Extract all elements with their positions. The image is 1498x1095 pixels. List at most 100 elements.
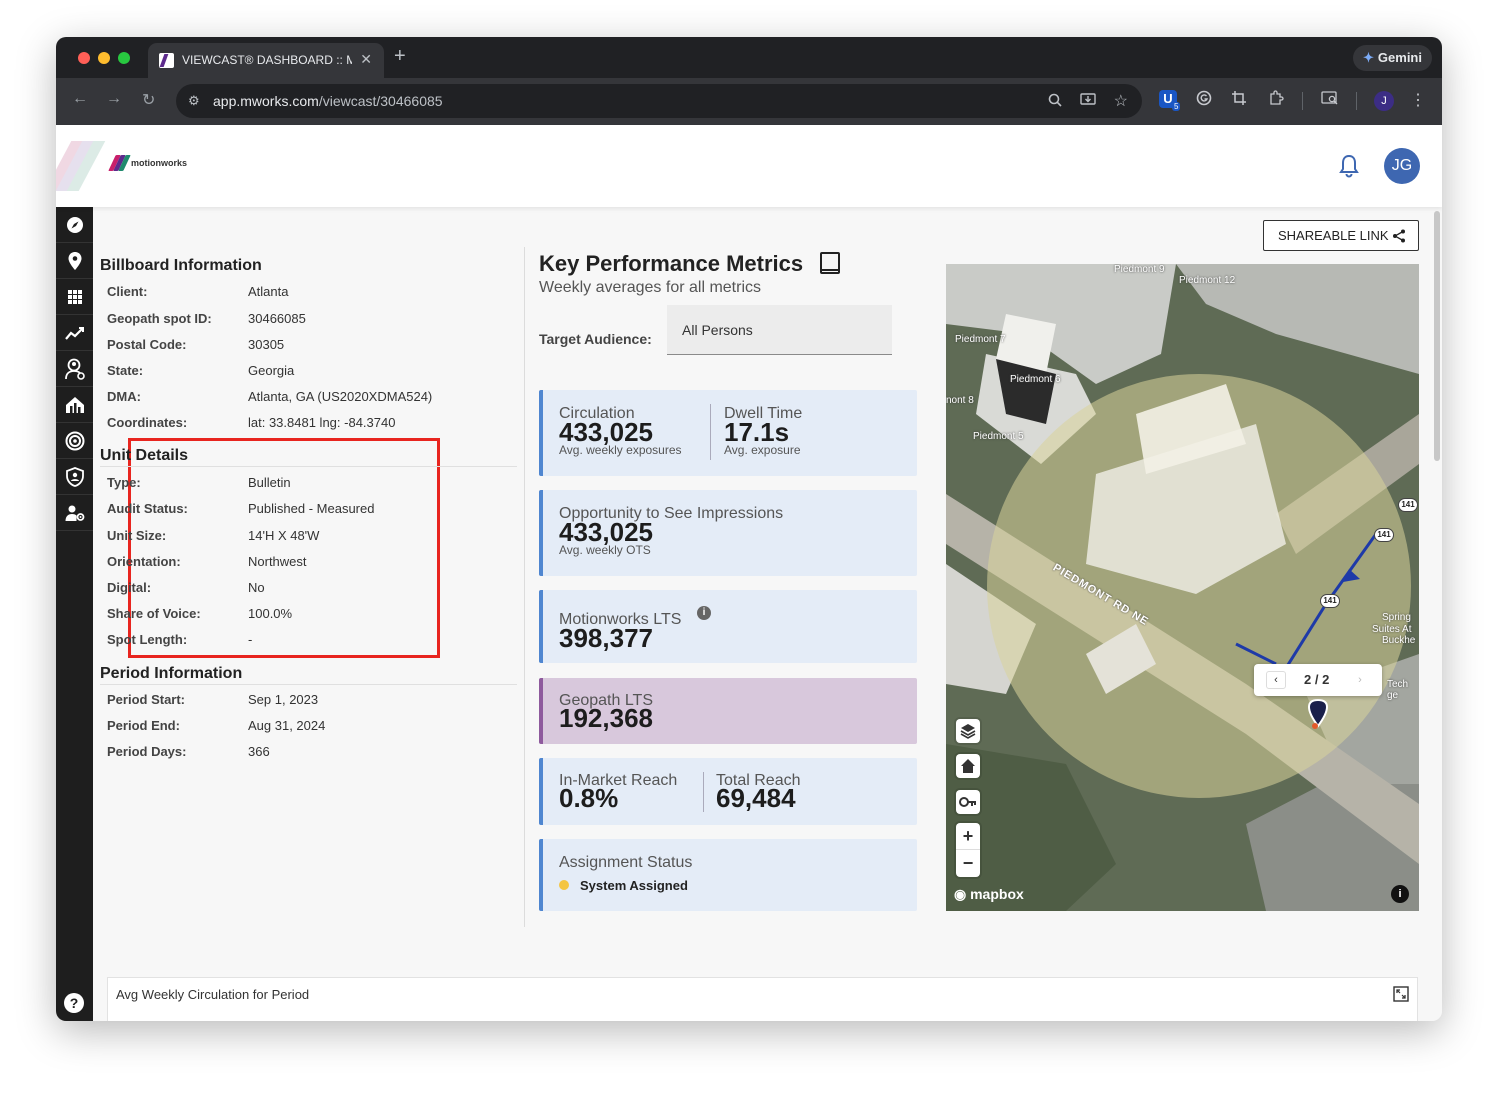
map-place-label: nont 8	[946, 395, 974, 406]
route-shield: 141	[1374, 528, 1394, 542]
bookmark-star-icon[interactable]: ☆	[1113, 93, 1128, 110]
section-divider	[100, 466, 517, 467]
sidebar-item-trends[interactable]	[56, 315, 93, 351]
weekly-circulation-chart: Avg Weekly Circulation for Period 450k	[107, 977, 1418, 1021]
layers-button[interactable]	[956, 719, 980, 743]
billboard-info-title: Billboard Information	[100, 257, 262, 274]
layers-icon	[960, 724, 976, 739]
geopath-lts-card: Geopath LTS 192,368	[539, 678, 917, 744]
map-place-label: Piedmont 5	[973, 431, 1024, 442]
map-place-label: Piedmont 12	[1179, 275, 1236, 286]
highlight-box	[128, 438, 440, 658]
location-pin-icon	[68, 251, 81, 270]
sidebar-item-security[interactable]	[56, 459, 93, 495]
target-audience-select[interactable]: All Persons	[667, 305, 892, 355]
minimize-window-button[interactable]	[98, 52, 110, 64]
gemini-button[interactable]: ✦ Gemini	[1353, 45, 1432, 71]
route-shield: 141	[1398, 498, 1418, 512]
compass-icon	[66, 216, 83, 233]
pager-next-button[interactable]: ›	[1358, 674, 1362, 686]
motionworks-logo-icon	[108, 154, 131, 172]
map-key-button[interactable]	[956, 790, 980, 814]
route-shield: 141	[1320, 594, 1340, 608]
ots-card: Opportunity to See Impressions 433,025 A…	[539, 490, 917, 576]
back-icon[interactable]: ←	[72, 90, 88, 107]
sidebar-item-home-analytics[interactable]	[56, 387, 93, 423]
zoom-in-button[interactable]: +	[956, 823, 980, 850]
map-home-button[interactable]	[956, 754, 980, 778]
browser-profile-avatar[interactable]: J	[1374, 91, 1394, 111]
motionworks-lts-card: Motionworks LTS i 398,377	[539, 590, 917, 663]
sidebar-item-location[interactable]	[56, 243, 93, 279]
tab-search-icon[interactable]	[1321, 90, 1339, 108]
grid-icon	[67, 289, 82, 304]
screenshot-icon[interactable]	[1230, 90, 1248, 108]
address-bar[interactable]: ⚙ app.mworks.com/viewcast/30466085 ☆	[176, 84, 1142, 118]
sidebar-nav: ?	[56, 207, 93, 1021]
menu-kebab-icon[interactable]: ⋮	[1410, 92, 1426, 109]
kpm-subtitle: Weekly averages for all metrics	[539, 279, 761, 296]
book-icon	[820, 252, 840, 274]
extensions-puzzle-icon[interactable]	[1267, 90, 1285, 108]
map-place-label: Piedmont 6	[1010, 374, 1061, 385]
map-place-label: Tech	[1387, 679, 1409, 690]
satellite-map[interactable]: Piedmont 9 Piedmont 12 Piedmont 7 Piedmo…	[946, 264, 1419, 911]
sidebar-item-explore[interactable]	[56, 207, 93, 243]
grammarly-icon[interactable]	[1195, 90, 1213, 108]
pager-text: 2 / 2	[1304, 672, 1330, 687]
sidebar-item-grid[interactable]	[56, 279, 93, 315]
close-window-button[interactable]	[78, 52, 90, 64]
target-audience-label: Target Audience:	[539, 331, 652, 347]
url-text: app.mworks.com/viewcast/30466085	[213, 93, 443, 109]
forward-icon[interactable]: →	[106, 90, 122, 107]
page-scrollbar[interactable]	[1434, 211, 1440, 461]
reach-card: In-Market Reach 0.8% Total Reach 69,484	[539, 758, 917, 825]
chart-plot	[108, 978, 1419, 1021]
home-chart-icon	[65, 396, 84, 413]
map-place-label: ge	[1387, 690, 1399, 701]
info-icon[interactable]: i	[697, 606, 711, 620]
app-header: motionworks JG	[56, 125, 1442, 207]
map-popup-pager: ‹ 2 / 2 ›	[1254, 664, 1382, 696]
key-icon	[959, 797, 976, 807]
new-tab-button[interactable]: +	[394, 45, 406, 67]
share-icon	[1393, 229, 1405, 243]
map-place-label: Buckhe	[1382, 635, 1416, 646]
brand-name: motionworks	[131, 158, 188, 168]
section-divider	[100, 684, 517, 685]
zoom-control: + −	[956, 823, 980, 877]
site-favicon-icon	[159, 53, 174, 68]
shareable-link-button[interactable]: SHAREABLE LINK	[1263, 220, 1419, 251]
maximize-window-button[interactable]	[118, 52, 130, 64]
user-settings-icon	[65, 505, 84, 521]
assignment-status-card: Assignment Status System Assigned	[539, 839, 917, 911]
sidebar-item-audience[interactable]	[56, 351, 93, 387]
install-icon[interactable]	[1080, 93, 1096, 110]
notifications-bell-icon[interactable]	[1339, 154, 1359, 178]
brand-watermark-icon	[56, 141, 106, 191]
map-place-label: Suites At	[1372, 624, 1412, 635]
reload-icon[interactable]: ↻	[142, 92, 156, 109]
main-content: Billboard Information Client: Atlanta Geo…	[93, 207, 1442, 1021]
expand-icon[interactable]	[1393, 986, 1409, 1002]
mapbox-logo[interactable]: ◉ mapbox	[954, 886, 1024, 902]
map-place-label: Piedmont 9	[1114, 264, 1165, 275]
mapbox-mark-icon: ◉	[954, 886, 971, 902]
trend-chart-icon	[64, 326, 84, 340]
status-badge: System Assigned	[580, 878, 688, 893]
audience-icon	[64, 358, 85, 380]
pager-prev-button[interactable]: ‹	[1266, 671, 1286, 689]
site-info-icon[interactable]: ⚙	[188, 93, 200, 108]
map-attribution-info-icon[interactable]: i	[1391, 885, 1409, 903]
tab-close-icon[interactable]: ✕	[360, 51, 372, 67]
zoom-icon[interactable]	[1048, 93, 1062, 110]
user-avatar[interactable]: JG	[1384, 148, 1420, 184]
sidebar-item-user-settings[interactable]	[56, 495, 93, 531]
help-button[interactable]: ?	[64, 993, 84, 1013]
sidebar-item-targeting[interactable]	[56, 423, 93, 459]
browser-tab[interactable]: VIEWCAST® DASHBOARD :: M ✕	[148, 43, 384, 78]
zoom-out-button[interactable]: −	[962, 853, 974, 873]
gemini-label: Gemini	[1377, 50, 1422, 65]
tab-strip: VIEWCAST® DASHBOARD :: M ✕ + ✦ Gemini	[56, 37, 1442, 78]
target-icon	[65, 431, 84, 450]
